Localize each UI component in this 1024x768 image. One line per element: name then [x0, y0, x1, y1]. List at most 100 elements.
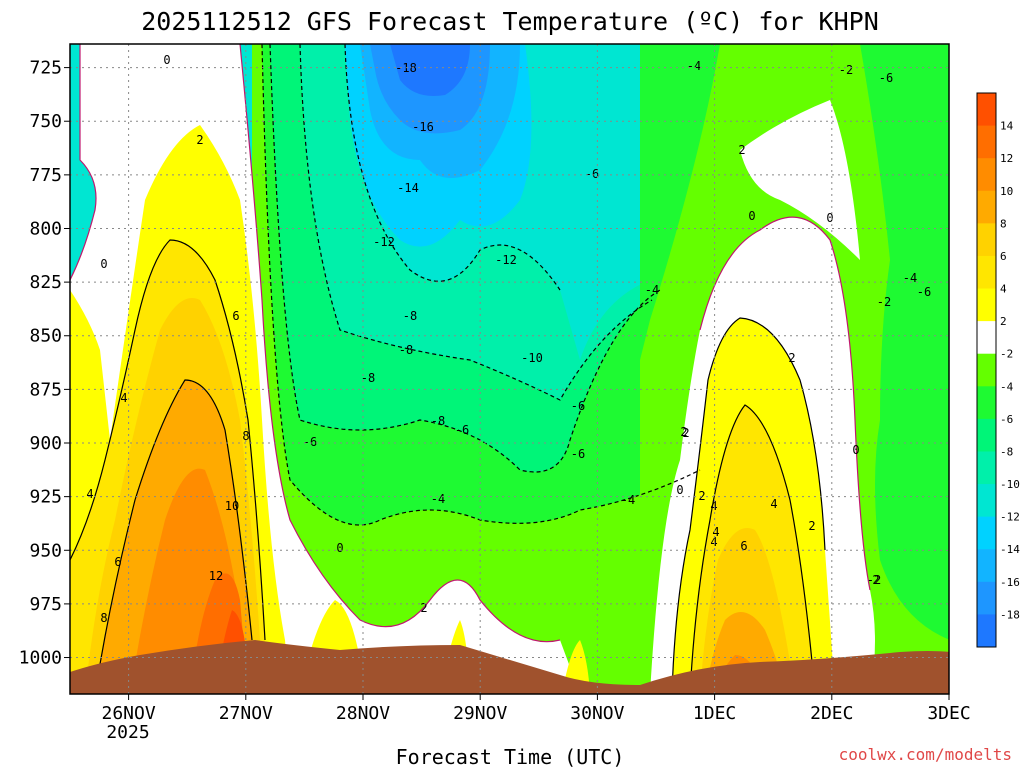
- color-bar-swatch: [977, 321, 996, 355]
- contour-label: -10: [521, 351, 543, 365]
- y-tick-label: 1000: [19, 648, 62, 669]
- contour-label: 0: [336, 541, 343, 555]
- contour-label: -4: [431, 492, 445, 506]
- contour-label: -6: [303, 435, 317, 449]
- color-bar-swatch: [977, 581, 996, 615]
- band-minus-6-upper-left: [640, 44, 720, 360]
- contour-label: 2: [872, 573, 879, 587]
- contour-label: 6: [114, 555, 121, 569]
- contour-labels: 0-18-16-14-12-12-10-8-8-8-6-6-6-6-4 -4-4-…: [86, 53, 931, 625]
- contour-label: 2: [420, 601, 427, 615]
- contour-label: 2: [196, 133, 203, 147]
- color-bar-label: -10: [1000, 478, 1020, 491]
- band-near-zero-top-right: [740, 100, 860, 260]
- contour-label: -2: [839, 63, 853, 77]
- contour-label: -8: [403, 309, 417, 323]
- contour-line-plus-2-right: [671, 317, 826, 694]
- color-bar-label: -4: [1000, 380, 1014, 393]
- color-bar-swatch: [977, 418, 996, 452]
- y-axis: 725 750 775 800 825 850 875 900 925 950 975 1000: [19, 58, 70, 669]
- contour-line-minus-6: [269, 44, 661, 473]
- color-bar-swatch: [977, 451, 996, 485]
- x-year-label: 2025: [106, 722, 149, 743]
- color-bar-label: 10: [1000, 185, 1013, 198]
- contour-label: 2: [808, 519, 815, 533]
- x-tick-label: 1DEC: [693, 703, 736, 724]
- y-tick-label: 925: [29, 487, 62, 508]
- color-bar-swatch: [977, 158, 996, 192]
- contour-line-minus-4: [261, 44, 701, 526]
- color-bar-legend: 14 12 10 8 6 4 2 -2 -4 -6 -8 -10 -12 -14 -16 -18: [976, 92, 1020, 648]
- contour-label: -6: [571, 399, 585, 413]
- x-tick-label: 29NOV: [453, 703, 507, 724]
- x-tick-label: 30NOV: [570, 703, 624, 724]
- contour-label: -4: [621, 493, 635, 507]
- x-tick-label: 3DEC: [927, 703, 970, 724]
- contour-line-plus-4-left: [70, 239, 266, 641]
- contour-label: -8: [399, 343, 413, 357]
- x-tick-label: 26NOV: [102, 703, 156, 724]
- contour-label: 6: [232, 309, 239, 323]
- contour-label: 10: [225, 499, 239, 513]
- color-bar-label: -8: [1000, 445, 1013, 458]
- y-tick-label: 900: [29, 433, 62, 454]
- contour-label: -8: [431, 414, 445, 428]
- contour-line-plus-8-left: [94, 379, 253, 694]
- color-bar-label: 4: [1000, 283, 1007, 296]
- contour-label: 12: [209, 569, 223, 583]
- y-tick-label: 800: [29, 218, 62, 239]
- color-bar-frame: [976, 92, 997, 648]
- color-bar-swatch: [977, 223, 996, 257]
- x-tick-label: 27NOV: [219, 703, 273, 724]
- contour-label: 4: [710, 535, 717, 549]
- y-tick-label: 775: [29, 165, 62, 186]
- contour-label: -12: [495, 253, 517, 267]
- y-tick-label: 850: [29, 326, 62, 347]
- contour-label: -16: [412, 120, 434, 134]
- contour-line-zero-left: [70, 44, 561, 643]
- contour-label: 0: [163, 53, 170, 67]
- y-tick-label: 875: [29, 379, 62, 400]
- x-tick-label: 28NOV: [336, 703, 390, 724]
- contour-label: 2: [680, 425, 687, 439]
- color-bar-swatch: [977, 93, 996, 127]
- terrain-ground: [70, 640, 949, 694]
- chart-title: 2025112512 GFS Forecast Temperature (ºC)…: [141, 7, 879, 36]
- color-bar-label: -16: [1000, 576, 1020, 589]
- contour-label: 4: [86, 487, 93, 501]
- contour-label: 4: [120, 391, 127, 405]
- color-bar-label: 2: [1000, 315, 1007, 328]
- color-bar-label: 12: [1000, 152, 1013, 165]
- contour-label: -4: [687, 59, 701, 73]
- credit-text: coolwx.com/modelts: [839, 745, 1012, 764]
- color-bar-swatch: [977, 288, 996, 322]
- contour-label: 0: [852, 443, 859, 457]
- color-bar-label: -18: [1000, 608, 1020, 621]
- contour-label: -2: [867, 573, 881, 587]
- contour-label: 8: [100, 611, 107, 625]
- contour-label: -6: [917, 285, 931, 299]
- contour-label: -8: [361, 371, 375, 385]
- x-tick-label: 2DEC: [810, 703, 853, 724]
- contour-label: 4: [770, 497, 777, 511]
- contour-label: 2: [698, 489, 705, 503]
- color-bar-swatch: [977, 125, 996, 159]
- contour-label: -6: [879, 71, 893, 85]
- y-tick-label: 750: [29, 111, 62, 132]
- color-bar-label: -12: [1000, 511, 1020, 524]
- x-axis-label: Forecast Time (UTC): [396, 745, 625, 768]
- contour-label: -6: [455, 423, 469, 437]
- contour-line-zero-right: [699, 216, 871, 591]
- y-tick-label: 975: [29, 594, 62, 615]
- contour-label: 0: [676, 483, 683, 497]
- y-tick-label: 950: [29, 540, 62, 561]
- color-bar-swatch: [977, 386, 996, 420]
- plot-frame: [69, 43, 950, 695]
- contour-label: 0: [748, 209, 755, 223]
- color-bar-label: -2: [1000, 348, 1013, 361]
- color-bar-swatch: [977, 353, 996, 387]
- color-bar-label: 6: [1000, 250, 1007, 263]
- contour-label: -4: [645, 283, 659, 297]
- contour-label: -6: [571, 447, 585, 461]
